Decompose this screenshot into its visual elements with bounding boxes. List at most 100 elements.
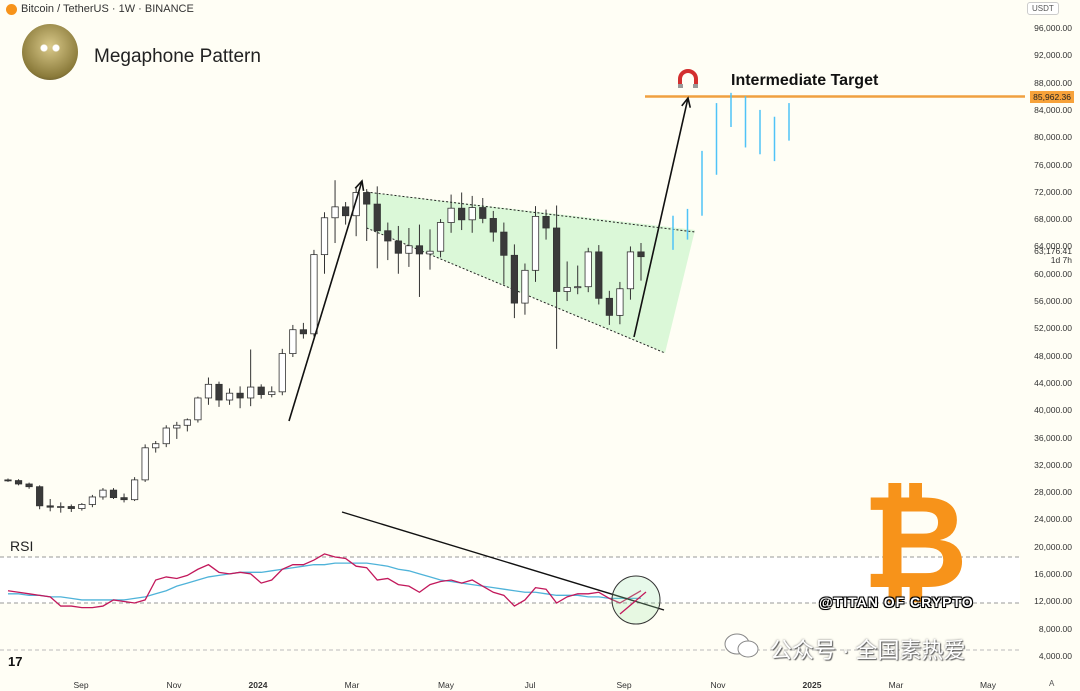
y-tick-label: 52,000.00 xyxy=(1034,323,1072,334)
magnet-tip-right xyxy=(693,84,698,88)
rsi-breakout-tail xyxy=(619,591,647,615)
candle-body xyxy=(394,240,402,254)
candle-body xyxy=(46,505,54,508)
x-tick-label: Jul xyxy=(524,680,536,690)
candle-body xyxy=(426,250,434,255)
y-tick-label: 4,000.00 xyxy=(1038,651,1072,661)
target-price-tag: 85,962.36 xyxy=(1030,91,1074,103)
wedge-area xyxy=(366,192,695,353)
candle-body xyxy=(468,207,476,221)
candle-body xyxy=(500,231,508,256)
impulse-arrow-head xyxy=(354,179,365,192)
candle-body xyxy=(4,479,12,482)
x-tick-label: Nov xyxy=(166,680,182,690)
x-tick-label: Sep xyxy=(616,680,632,690)
x-tick-label: 2024 xyxy=(248,680,268,690)
magnet-icon xyxy=(678,69,698,86)
candle-body xyxy=(236,392,244,399)
candle-body xyxy=(78,504,86,509)
candle-body xyxy=(584,251,592,288)
x-tick-label: May xyxy=(437,680,455,690)
y-tick-label: 40,000.00 xyxy=(1034,405,1072,416)
candle-body xyxy=(563,286,571,292)
current-price: 63,176.41 xyxy=(1034,246,1072,256)
y-tick-label: 28,000.00 xyxy=(1034,487,1072,498)
candle-body xyxy=(542,215,550,229)
candle-body xyxy=(183,419,191,426)
candle-body xyxy=(67,506,75,509)
target-label: Intermediate Target xyxy=(731,72,879,89)
candle-body xyxy=(605,297,613,316)
y-tick-label: 80,000.00 xyxy=(1034,132,1072,143)
watermark: 公众号 · 全国素热爱 xyxy=(770,638,966,663)
candle-body xyxy=(25,483,33,488)
candle-body xyxy=(553,227,561,292)
x-tick-label: Sep xyxy=(73,680,89,690)
current-price-tag: 63,176.41 1d 7h xyxy=(1034,247,1072,265)
auto-scale-button[interactable]: A xyxy=(1049,679,1055,688)
candle-body xyxy=(204,383,213,399)
symbol-label[interactable]: Bitcoin / TetherUS · 1W · BINANCE xyxy=(21,3,194,15)
rsi-line xyxy=(7,553,642,609)
y-tick-label: 44,000.00 xyxy=(1034,377,1072,388)
candle-body xyxy=(458,207,466,221)
currency-selector[interactable]: USDT xyxy=(1027,2,1059,15)
candle-body xyxy=(352,192,360,217)
y-tick-label: 32,000.00 xyxy=(1034,459,1072,470)
rsi-trendline xyxy=(341,511,665,611)
candle-body xyxy=(341,206,350,217)
candle-body xyxy=(162,427,170,445)
x-tick-label: Nov xyxy=(710,680,726,690)
wechat-icon xyxy=(724,633,759,658)
candle-body xyxy=(109,489,118,499)
y-tick-label: 16,000.00 xyxy=(1034,569,1072,580)
tradingview-logo: 17 xyxy=(8,654,23,669)
candle-body xyxy=(247,386,255,399)
candle-body xyxy=(268,391,276,395)
projection-arrow-head xyxy=(681,96,692,108)
candle-body xyxy=(14,480,23,485)
candle-body xyxy=(88,496,96,505)
x-tick-label: Mar xyxy=(344,680,360,690)
candle-body xyxy=(616,288,624,316)
bitcoin-icon xyxy=(6,3,17,15)
candle-body xyxy=(310,254,318,335)
candle-body xyxy=(173,424,181,429)
impulse-arrow xyxy=(288,180,363,422)
rsi-label: RSI xyxy=(10,538,34,554)
y-tick-label: 12,000.00 xyxy=(1034,596,1072,607)
candle-body xyxy=(384,230,392,242)
candle-body xyxy=(194,397,202,421)
candle-body xyxy=(57,506,65,508)
magnet-tip-left xyxy=(678,84,683,88)
author-handle: @TITAN OF CRYPTO xyxy=(819,594,974,610)
candle-body xyxy=(225,392,234,401)
projection-arrow xyxy=(633,97,689,338)
candle-body xyxy=(595,251,603,299)
y-tick-label: 72,000.00 xyxy=(1034,186,1072,197)
candle-body xyxy=(278,353,286,393)
candle-body xyxy=(99,489,107,498)
y-tick-label: 76,000.00 xyxy=(1034,159,1072,170)
bitcoin-logo-icon: ₿ xyxy=(862,469,968,615)
candle-body xyxy=(215,383,223,401)
candle-countdown: 1d 7h xyxy=(1050,255,1072,265)
candle-body xyxy=(120,497,128,501)
x-tick-label: May xyxy=(979,680,997,690)
chart-title: Megaphone Pattern xyxy=(94,46,261,67)
candle-body xyxy=(36,486,44,507)
candle-body xyxy=(531,215,540,271)
x-tick-label: 2025 xyxy=(802,680,822,690)
y-tick-label: 8,000.00 xyxy=(1038,623,1072,634)
candle-body xyxy=(510,254,519,304)
candle-body xyxy=(637,251,645,258)
candle-body xyxy=(415,245,424,255)
y-tick-label: 84,000.00 xyxy=(1034,104,1072,115)
rsi-band xyxy=(0,557,1020,603)
candle-body xyxy=(320,217,329,256)
y-tick-label: 48,000.00 xyxy=(1034,350,1072,361)
candle-body xyxy=(479,207,487,219)
x-tick-label: Mar xyxy=(888,680,904,690)
candle-body xyxy=(331,206,339,219)
